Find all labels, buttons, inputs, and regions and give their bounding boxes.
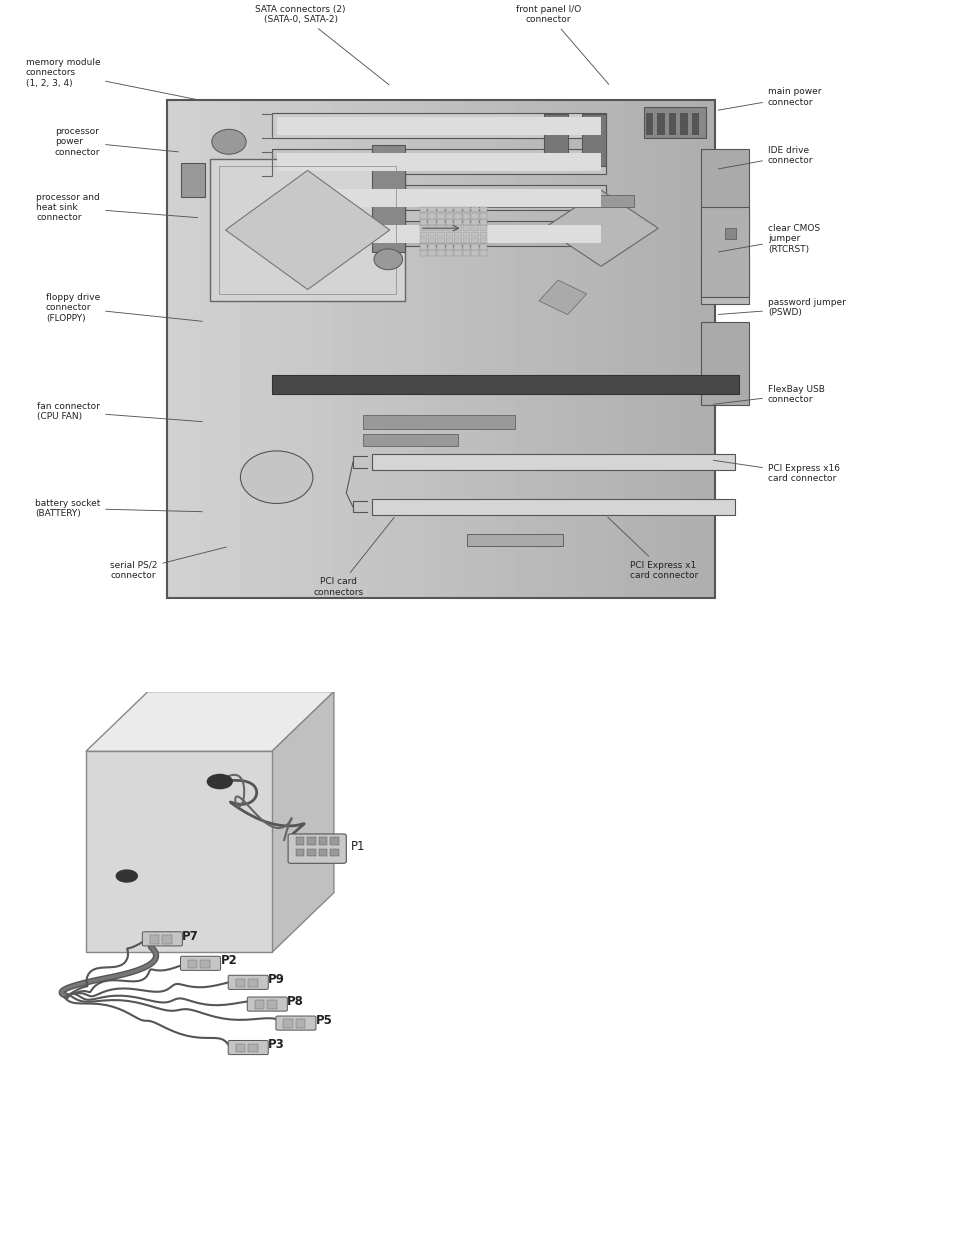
Bar xyxy=(272,221,605,246)
Bar xyxy=(471,232,478,237)
Bar xyxy=(276,189,600,206)
Bar xyxy=(454,238,461,243)
Bar xyxy=(295,837,304,845)
Bar xyxy=(569,100,588,598)
Bar xyxy=(641,100,661,598)
Bar xyxy=(454,251,461,256)
Text: memory module
connectors
(1, 2, 3, 4): memory module connectors (1, 2, 3, 4) xyxy=(26,58,197,100)
Bar xyxy=(283,1019,293,1028)
Bar xyxy=(428,245,436,249)
Polygon shape xyxy=(86,692,334,751)
Bar xyxy=(167,100,186,598)
Bar xyxy=(258,100,277,598)
Bar xyxy=(330,848,338,856)
Bar xyxy=(428,238,436,243)
Bar xyxy=(162,935,172,944)
Bar xyxy=(479,206,487,212)
Bar xyxy=(700,254,748,304)
Bar xyxy=(436,251,444,256)
Text: FlexBay USB
connector: FlexBay USB connector xyxy=(713,384,824,404)
Bar xyxy=(368,100,387,598)
Bar xyxy=(445,245,453,249)
Bar xyxy=(471,212,478,219)
Bar xyxy=(445,232,453,237)
Text: password jumper
(PSWD): password jumper (PSWD) xyxy=(718,298,845,317)
Bar xyxy=(372,453,734,471)
Bar xyxy=(454,245,461,249)
Bar xyxy=(657,112,664,135)
Bar xyxy=(200,960,210,968)
Bar xyxy=(181,163,205,198)
Bar xyxy=(462,226,470,231)
Bar xyxy=(235,978,245,987)
Bar xyxy=(471,251,478,256)
Bar xyxy=(587,100,606,598)
Bar xyxy=(422,100,441,598)
Bar xyxy=(454,212,461,219)
FancyBboxPatch shape xyxy=(228,976,268,989)
Bar xyxy=(436,245,444,249)
Bar xyxy=(221,100,241,598)
Bar xyxy=(428,232,436,237)
Circle shape xyxy=(116,869,137,882)
Bar xyxy=(372,499,734,515)
Bar xyxy=(330,837,338,845)
Bar xyxy=(203,100,222,598)
Bar xyxy=(276,117,600,135)
Bar xyxy=(276,225,600,243)
Text: battery socket
(BATTERY): battery socket (BATTERY) xyxy=(34,499,202,517)
Bar xyxy=(428,226,436,231)
Text: main power
connector: main power connector xyxy=(718,88,821,110)
FancyBboxPatch shape xyxy=(142,931,182,946)
Bar xyxy=(240,100,259,598)
Bar xyxy=(462,251,470,256)
Bar xyxy=(254,1000,264,1009)
Bar xyxy=(471,226,478,231)
Text: SATA connectors (2)
(SATA-0, SATA-2): SATA connectors (2) (SATA-0, SATA-2) xyxy=(255,5,389,85)
Bar xyxy=(272,375,739,394)
Bar xyxy=(659,100,679,598)
Bar xyxy=(697,100,716,598)
Bar xyxy=(436,220,444,225)
Bar xyxy=(679,100,698,598)
Text: PCI Express x1
card connector: PCI Express x1 card connector xyxy=(607,517,698,580)
Bar xyxy=(700,321,748,405)
Bar xyxy=(462,245,470,249)
Bar xyxy=(445,238,453,243)
FancyBboxPatch shape xyxy=(180,956,220,971)
Bar xyxy=(210,159,405,301)
Bar xyxy=(479,212,487,219)
Bar xyxy=(235,1044,245,1052)
Bar xyxy=(514,100,533,598)
Bar xyxy=(362,415,515,429)
Text: IDE drive
connector: IDE drive connector xyxy=(718,146,813,169)
Text: P7: P7 xyxy=(182,930,199,942)
Bar xyxy=(454,206,461,212)
Bar xyxy=(445,220,453,225)
Circle shape xyxy=(212,130,246,154)
Circle shape xyxy=(240,451,313,504)
Polygon shape xyxy=(86,751,272,952)
Bar xyxy=(419,226,427,231)
Bar xyxy=(454,226,461,231)
Bar xyxy=(331,100,351,598)
Bar xyxy=(471,245,478,249)
Bar xyxy=(581,114,605,165)
Bar xyxy=(419,238,427,243)
Text: P1: P1 xyxy=(351,840,365,852)
Bar xyxy=(272,149,605,174)
Bar xyxy=(419,212,427,219)
Bar xyxy=(372,146,405,252)
Text: P5: P5 xyxy=(315,1014,333,1026)
Bar xyxy=(543,114,567,165)
Bar xyxy=(404,100,423,598)
Bar xyxy=(276,100,295,598)
Bar xyxy=(462,232,470,237)
Bar xyxy=(318,848,327,856)
Bar xyxy=(419,206,427,212)
Text: P3: P3 xyxy=(268,1039,285,1051)
Bar xyxy=(471,206,478,212)
Polygon shape xyxy=(543,190,658,267)
Bar xyxy=(605,100,624,598)
Text: PCI card
connectors: PCI card connectors xyxy=(314,517,394,597)
